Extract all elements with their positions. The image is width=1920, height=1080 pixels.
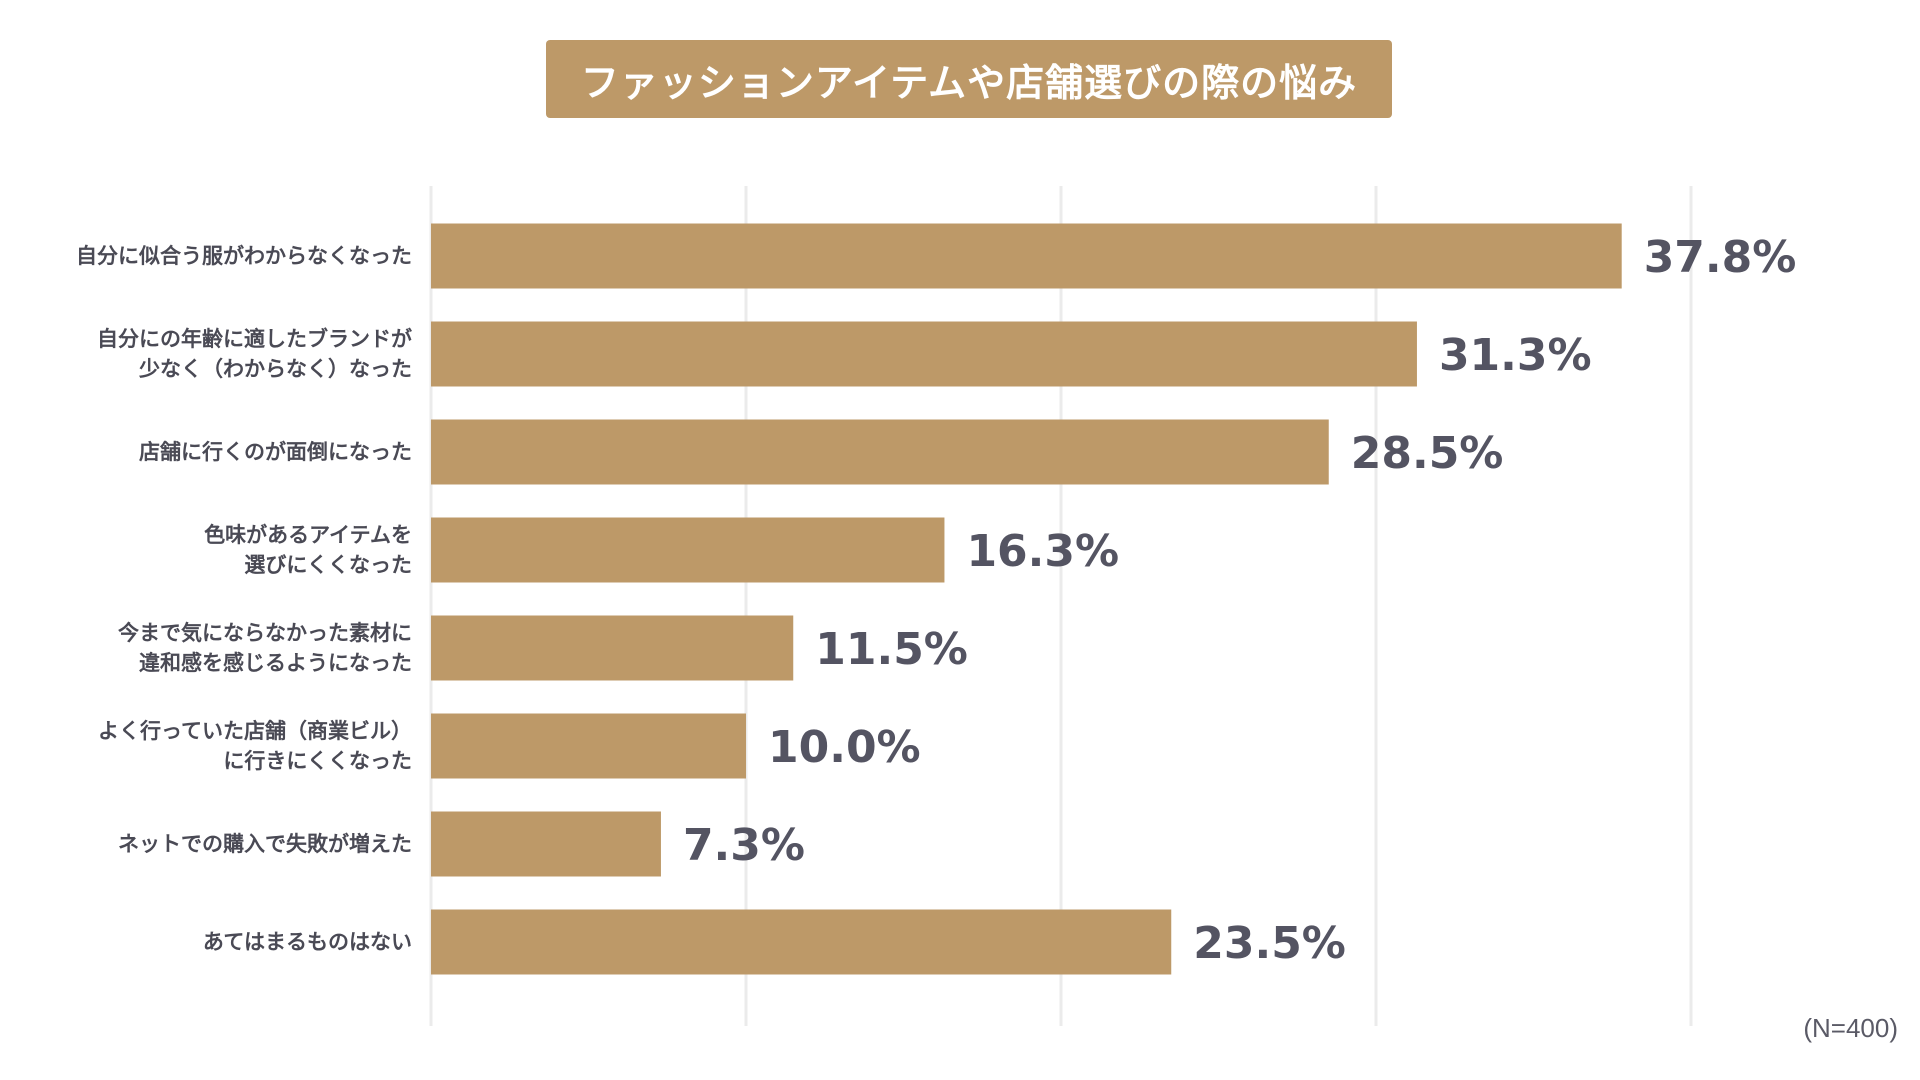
category-label: 今まで気にならなかった素材に [118,621,412,645]
category-label: 選びにくくなった [244,553,412,577]
category-label: 違和感を感じるようになった [139,651,412,675]
category-label: よく行っていた店舗（商業ビル） [98,719,412,743]
category-label: 店舗に行くのが面倒になった [139,440,412,464]
category-label: に行きにくくなった [223,749,412,773]
value-label: 23.5% [1193,918,1346,969]
value-label: 37.8% [1644,232,1797,283]
category-label: あてはまるものはない [203,930,412,954]
value-label: 10.0% [768,722,921,773]
bar [431,909,1172,975]
bar [431,223,1622,289]
value-label: 31.3% [1439,330,1592,381]
bar [431,517,945,583]
value-label: 7.3% [683,820,805,871]
bar [431,321,1417,387]
bar [431,713,746,779]
value-label: 16.3% [966,526,1119,577]
bar [431,419,1329,485]
value-label: 28.5% [1351,428,1504,479]
category-label: 自分に似合う服がわからなくなった [76,244,412,268]
bar [431,615,794,681]
chart-title: ファッションアイテムや店舗選びの際の悩み [546,40,1392,118]
value-label: 11.5% [815,624,968,675]
category-label: 自分にの年齢に適したブランドが [97,327,412,351]
category-label: 少なく（わからなく）なった [138,357,412,381]
sample-size-note: (N=400) [1803,1013,1898,1043]
bar [431,811,661,877]
category-label: ネットでの購入で失敗が増えた [118,832,412,856]
category-label: 色味があるアイテムを [204,523,412,547]
